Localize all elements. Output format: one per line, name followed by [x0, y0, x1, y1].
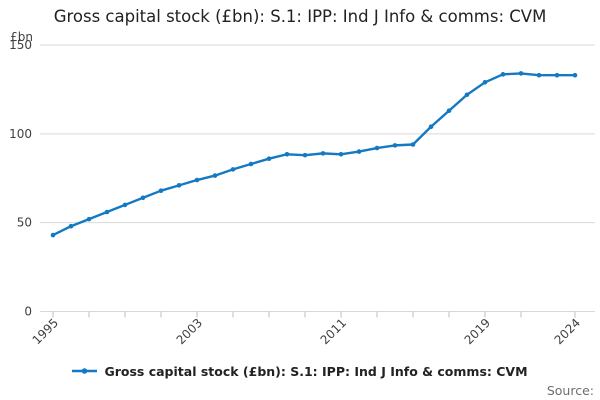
legend: Gross capital stock (£bn): S.1: IPP: Ind… — [0, 362, 600, 380]
x-tick-label-1995: 1995 — [30, 316, 61, 347]
data-point-2000 — [140, 195, 146, 201]
data-point-2017 — [446, 108, 452, 114]
y-axis-unit-label: £bn — [10, 30, 33, 44]
data-point-2013 — [374, 145, 380, 151]
data-point-2018 — [464, 92, 470, 98]
data-point-2010 — [320, 151, 326, 156]
data-point-2020 — [500, 72, 506, 77]
data-point-1997 — [86, 216, 92, 222]
chart-title: Gross capital stock (£bn): S.1: IPP: Ind… — [53, 7, 547, 26]
data-line — [51, 72, 577, 237]
legend-series-label: Gross capital stock (£bn): S.1: IPP: Ind… — [104, 363, 528, 379]
data-point-2023 — [554, 72, 560, 78]
y-tick-label-50: 50 — [17, 216, 32, 230]
data-point-2001 — [158, 188, 164, 193]
data-point-1998 — [104, 209, 110, 215]
data-point-2021 — [518, 71, 524, 76]
data-point-2015 — [410, 142, 416, 147]
x-tick-label-2019: 2019 — [462, 316, 493, 347]
data-point-2003 — [194, 177, 200, 183]
x-tick-label-2011: 2011 — [318, 316, 349, 347]
x-tick-label-2003: 2003 — [174, 316, 205, 347]
source-attribution: Source: — [546, 383, 594, 398]
data-point-2005 — [230, 167, 236, 172]
data-point-2004 — [212, 173, 218, 178]
legend-line-marker-icon — [72, 368, 98, 374]
data-point-2008 — [284, 151, 290, 157]
y-tick-label-150: 150 — [9, 38, 32, 52]
data-point-1995 — [50, 232, 56, 238]
data-point-2022 — [536, 72, 542, 78]
line-chart: 0 50 100 150 1995 2003 2011 2019 2024 — [9, 38, 595, 347]
data-point-2011 — [338, 151, 344, 157]
data-point-2016 — [428, 124, 434, 130]
data-point-1996 — [68, 223, 74, 229]
x-tick-label-2024: 2024 — [552, 316, 583, 347]
data-point-2012 — [356, 149, 362, 154]
data-point-2002 — [176, 183, 182, 188]
data-point-2019 — [482, 80, 488, 85]
data-point-1999 — [122, 202, 128, 208]
data-point-2024 — [572, 72, 578, 78]
data-point-2007 — [266, 156, 272, 162]
y-tick-label-100: 100 — [9, 127, 32, 141]
data-point-2014 — [392, 143, 398, 148]
data-point-2006 — [248, 161, 254, 167]
data-point-2009 — [302, 152, 308, 158]
y-tick-label-0: 0 — [24, 305, 32, 319]
